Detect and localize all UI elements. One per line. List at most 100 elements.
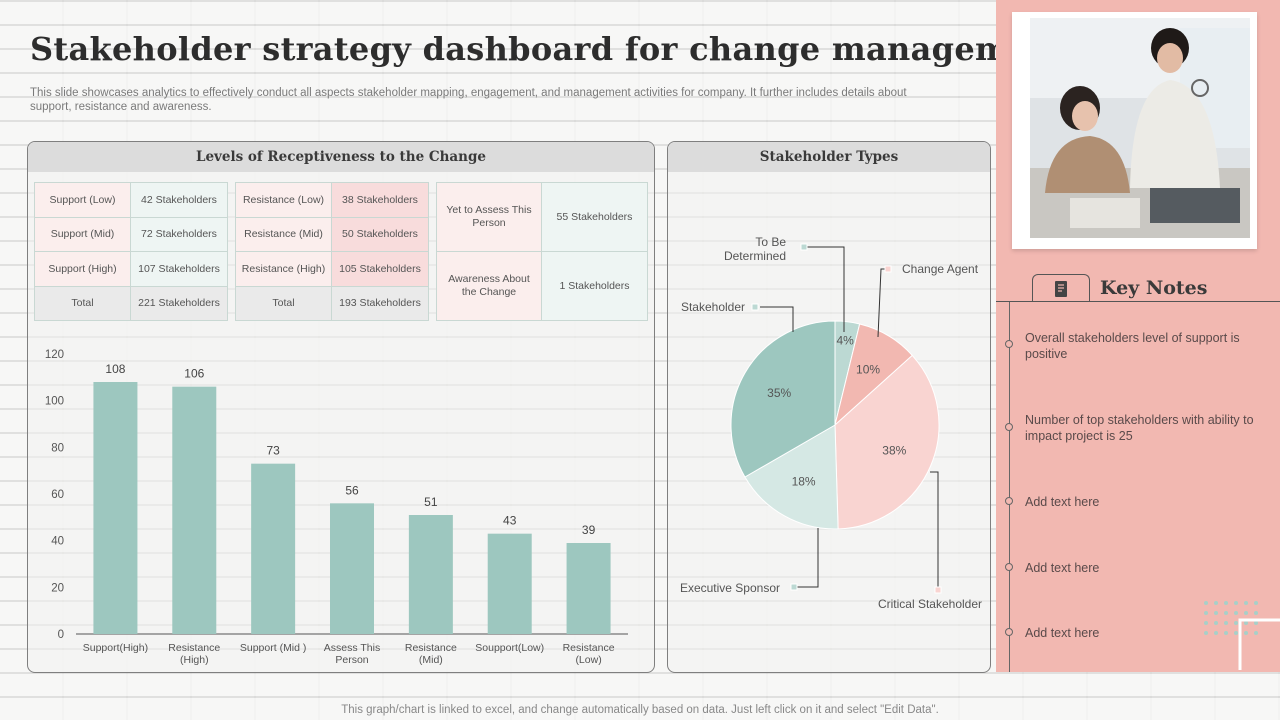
pie-category-label: Stakeholder xyxy=(681,300,745,314)
y-tick-label: 20 xyxy=(51,582,64,594)
bar xyxy=(408,515,453,634)
footer-note: This graph/chart is linked to excel, and… xyxy=(341,704,939,716)
table-row: Awareness About the Change 1 Stakeholder… xyxy=(436,251,648,321)
key-notes-divider xyxy=(996,301,1280,302)
bar-value-label: 108 xyxy=(105,362,125,376)
pie-leader-line xyxy=(760,306,794,332)
table-row: Resistance (Mid) 50 Stakeholders xyxy=(235,217,429,252)
table-cell-label: Support (Mid) xyxy=(34,217,131,252)
table-row: Total 221 Stakeholders xyxy=(34,286,228,321)
x-tick-label: Assess This Person xyxy=(324,642,380,666)
key-note-item: Add text here xyxy=(1025,495,1100,509)
table-row: Total 193 Stakeholders xyxy=(235,286,429,321)
pie-percent-label: 35% xyxy=(767,386,791,400)
pie-percent-label: 4% xyxy=(837,333,855,347)
x-tick-label: Support (Mid ) xyxy=(240,642,307,654)
awareness-table: Yet to Assess This Person 55 Stakeholder… xyxy=(436,182,648,321)
x-tick-label: Soupport(Low) xyxy=(475,642,544,654)
key-note-bullet xyxy=(1005,340,1013,348)
x-tick-label: Resistance (Mid) xyxy=(405,642,457,666)
pie-percent-label: 38% xyxy=(882,443,906,457)
pie-percent-label: 18% xyxy=(792,474,816,488)
key-note-bullet xyxy=(1005,628,1013,636)
x-tick-label: Resistance (Low) xyxy=(563,642,615,666)
pie-legend-marker xyxy=(884,265,892,273)
key-note-bullet xyxy=(1005,423,1013,431)
pie-slice xyxy=(834,354,940,530)
table-cell-value: 221 Stakeholders xyxy=(130,286,228,321)
table-row: Support (Low) 42 Stakeholders xyxy=(34,182,228,218)
table-cell-label: Support (Low) xyxy=(34,182,131,218)
table-cell-label: Total xyxy=(235,286,332,321)
y-tick-label: 120 xyxy=(45,349,64,361)
dot-grid-decoration xyxy=(1204,601,1280,670)
pie-legend-marker xyxy=(751,303,759,311)
pie-chart: 4% 10% 38% 18% 35% To Be Determined Change Agen… xyxy=(680,235,982,611)
team-photo xyxy=(1030,18,1250,238)
pie-category-label: To Be Determined xyxy=(724,235,786,263)
key-notes-tab xyxy=(1032,274,1090,302)
key-note-item: Number of top stakeholders with ability … xyxy=(1025,413,1254,443)
y-tick-label: 60 xyxy=(51,489,64,501)
resistance-table: Resistance (Low) 38 Stakeholders Resista… xyxy=(235,182,429,321)
receptiveness-title: Levels of Receptiveness to the Change xyxy=(28,142,654,172)
key-notes-timeline xyxy=(1009,302,1010,672)
pie-category-label: Executive Sponsor xyxy=(680,581,780,595)
x-tick-label: Support(High) xyxy=(83,642,148,654)
pie-percent-label: 10% xyxy=(856,363,880,377)
pie-slice xyxy=(744,424,839,530)
table-cell-label: Resistance (Low) xyxy=(235,182,332,218)
table-row: Yet to Assess This Person 55 Stakeholder… xyxy=(436,182,648,252)
support-table: Support (Low) 42 Stakeholders Support (M… xyxy=(34,182,228,321)
table-row: Support (Mid) 72 Stakeholders xyxy=(34,217,228,252)
pie-category-label: Change Agent xyxy=(902,262,979,276)
x-tick-label: Resistance (High) xyxy=(168,642,220,666)
table-cell-value: 193 Stakeholders xyxy=(331,286,429,321)
table-cell-value: 50 Stakeholders xyxy=(331,217,429,252)
bar-value-label: 51 xyxy=(424,495,438,509)
key-note-item: Add text here xyxy=(1025,561,1100,575)
table-cell-value: 72 Stakeholders xyxy=(130,217,228,252)
y-tick-label: 80 xyxy=(51,442,64,454)
bar-value-label: 39 xyxy=(582,523,596,537)
notes-icon xyxy=(1055,281,1067,297)
page-subtitle: This slide showcases analytics to effect… xyxy=(30,87,907,113)
pie-legend-marker xyxy=(790,583,798,591)
bar-value-label: 73 xyxy=(266,444,280,458)
bar-value-label: 56 xyxy=(345,483,359,497)
pie-leader-line xyxy=(804,246,845,332)
stakeholder-types-title: Stakeholder Types xyxy=(668,142,990,172)
table-cell-value: 42 Stakeholders xyxy=(130,182,228,218)
table-cell-value: 107 Stakeholders xyxy=(130,251,228,287)
pie-leader-line xyxy=(930,471,939,590)
table-cell-label: Resistance (High) xyxy=(235,251,332,287)
pie-legend-marker xyxy=(800,243,808,251)
table-cell-label: Resistance (Mid) xyxy=(235,217,332,252)
bar-chart: 0 20 40 60 80 100 120 108 Support(High) 106 Resist… xyxy=(45,349,628,666)
bar xyxy=(172,386,217,634)
table-cell-value: 1 Stakeholders xyxy=(541,251,648,321)
pie-leader-line xyxy=(877,268,888,338)
y-tick-label: 100 xyxy=(45,396,64,408)
table-cell-value: 55 Stakeholders xyxy=(541,182,648,252)
bar-value-label: 43 xyxy=(503,514,517,528)
table-row: Resistance (Low) 38 Stakeholders xyxy=(235,182,429,218)
y-tick-label: 40 xyxy=(51,536,64,548)
bar-value-label: 106 xyxy=(184,367,204,381)
key-note-bullet xyxy=(1005,563,1013,571)
key-note-item: Add text here xyxy=(1025,626,1100,640)
key-note-bullet xyxy=(1005,497,1013,505)
table-cell-value: 38 Stakeholders xyxy=(331,182,429,218)
table-cell-label: Yet to Assess This Person xyxy=(436,182,542,252)
y-tick-label: 0 xyxy=(58,629,64,641)
pie-leader-line xyxy=(794,528,819,588)
table-cell-label: Support (High) xyxy=(34,251,131,287)
bar xyxy=(330,503,374,634)
pie-slice xyxy=(730,320,836,478)
bar xyxy=(566,543,611,634)
table-row: Resistance (High) 105 Stakeholders xyxy=(235,251,429,287)
table-cell-value: 105 Stakeholders xyxy=(331,251,429,287)
pie-legend-marker xyxy=(934,586,942,594)
key-notes-title: Key Notes xyxy=(1100,277,1208,299)
stakeholder-types-panel: Stakeholder Types 4% 10% 38% 18% 35% To Be Det… xyxy=(667,141,991,673)
